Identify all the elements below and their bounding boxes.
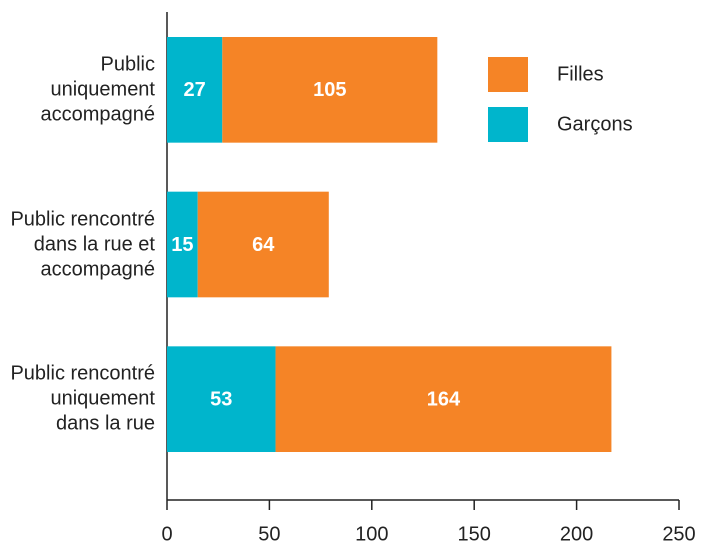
- x-tick-label: 150: [458, 523, 491, 545]
- x-tick-label: 250: [662, 523, 695, 545]
- category-label: Public rencontré uniquement dans la rue: [10, 362, 155, 435]
- x-tick-label: 100: [355, 523, 388, 545]
- bar-segment: [167, 37, 223, 143]
- category-label: Public uniquement accompagné: [40, 53, 155, 126]
- category-label: Public rencontré dans la rue et accompag…: [10, 208, 155, 280]
- bar-segment: [222, 37, 438, 143]
- x-tick-label: 200: [560, 523, 593, 545]
- legend-label: Filles: [557, 63, 604, 85]
- value-label: 53: [210, 388, 232, 410]
- x-tick-label: 50: [258, 523, 280, 545]
- value-label: 15: [171, 234, 193, 256]
- bar-segment: [167, 191, 198, 298]
- x-tick-label: 0: [161, 523, 172, 545]
- value-label: 27: [184, 79, 206, 101]
- value-label: 105: [313, 79, 346, 101]
- legend-label: Garçons: [557, 113, 633, 135]
- legend-swatch: [488, 57, 528, 92]
- legend-swatch: [488, 107, 528, 142]
- bar-segment: [275, 346, 612, 452]
- value-label: 64: [252, 234, 275, 256]
- bar-segment: [197, 191, 329, 298]
- value-label: 164: [427, 388, 461, 410]
- bar-segment: [167, 346, 276, 452]
